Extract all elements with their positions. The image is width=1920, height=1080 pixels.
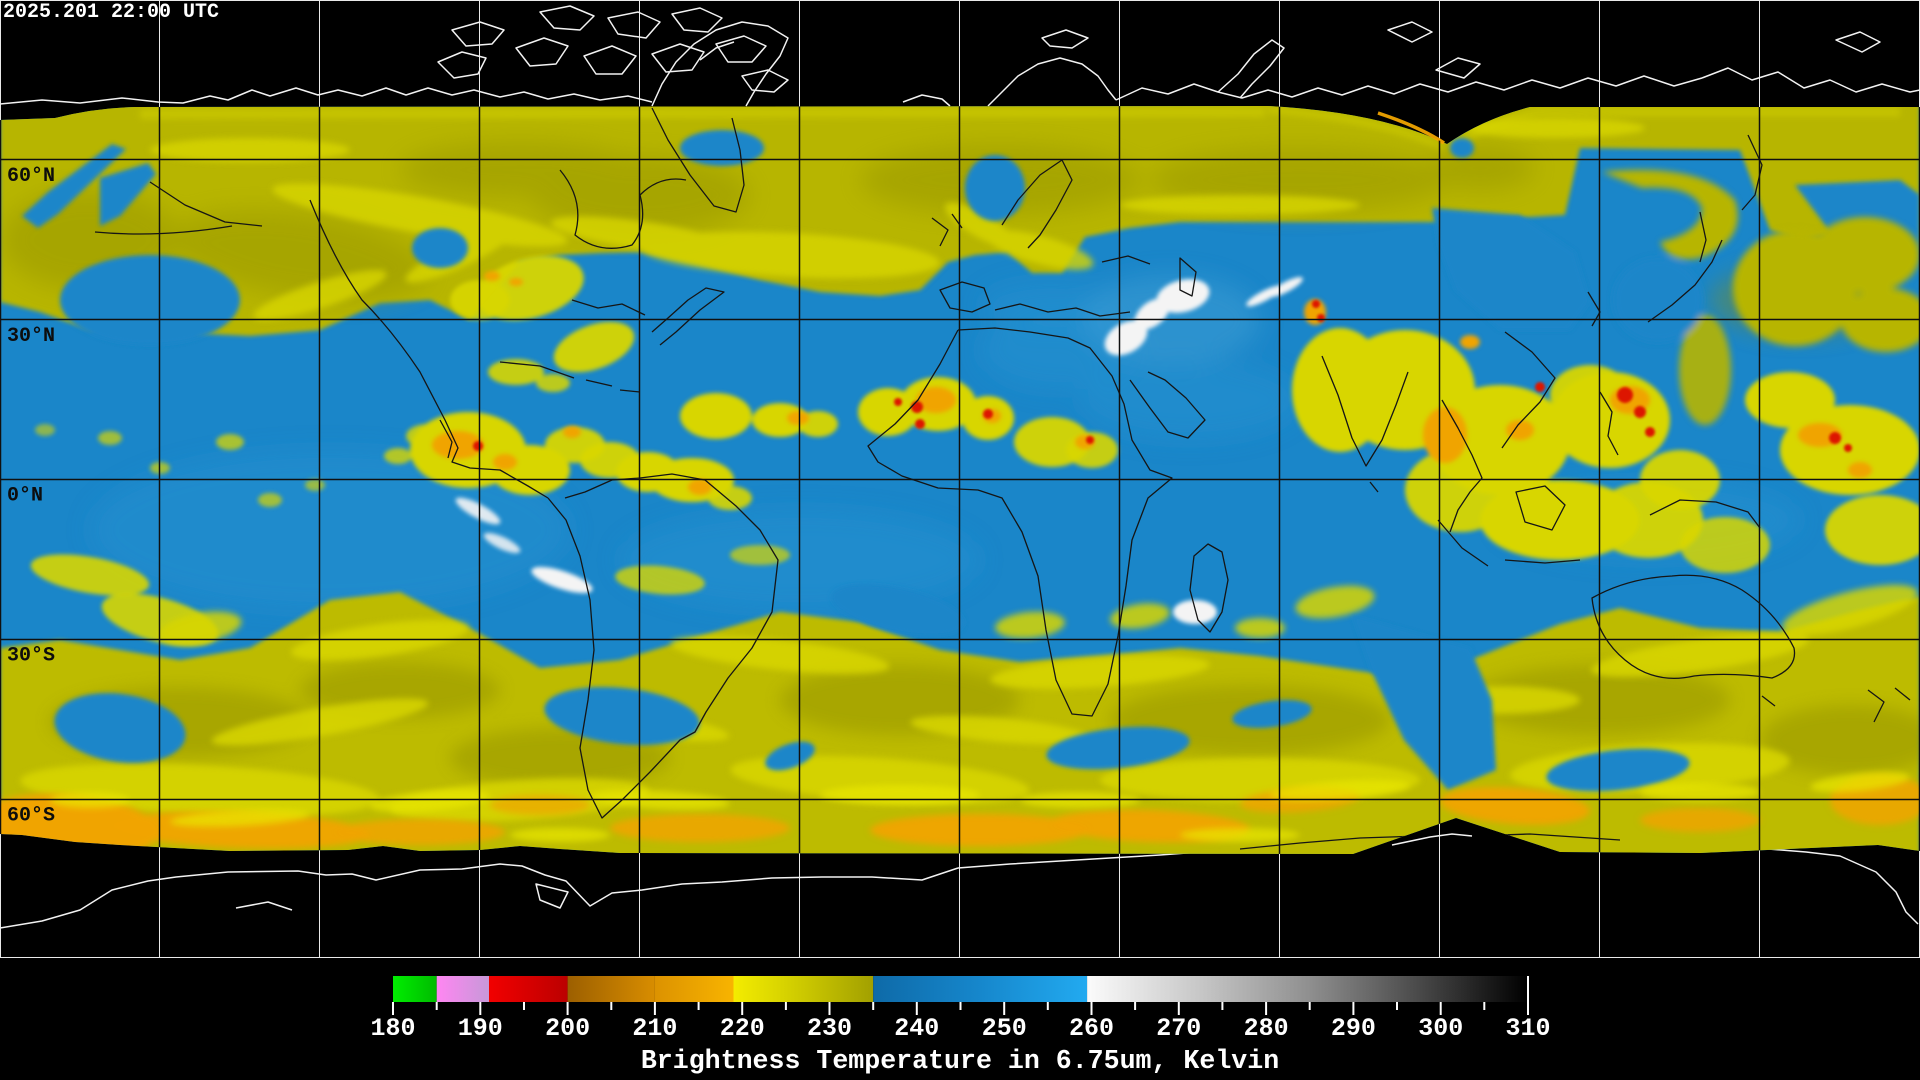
svg-text:60°N: 60°N [7, 165, 55, 188]
svg-text:180: 180 [370, 1014, 415, 1043]
svg-text:60°S: 60°S [7, 805, 55, 828]
svg-text:280: 280 [1244, 1014, 1289, 1043]
svg-text:300: 300 [1418, 1014, 1463, 1043]
svg-text:210: 210 [632, 1014, 677, 1043]
svg-text:270: 270 [1156, 1014, 1201, 1043]
svg-text:240: 240 [894, 1014, 939, 1043]
svg-text:230: 230 [807, 1014, 852, 1043]
svg-text:190: 190 [458, 1014, 503, 1043]
svg-text:250: 250 [982, 1014, 1027, 1043]
svg-text:290: 290 [1331, 1014, 1376, 1043]
svg-text:Brightness Temperature in 6.75: Brightness Temperature in 6.75um, Kelvin [641, 1046, 1279, 1076]
svg-text:30°S: 30°S [7, 645, 55, 668]
svg-text:260: 260 [1069, 1014, 1114, 1043]
svg-text:220: 220 [720, 1014, 765, 1043]
svg-text:2025.201 22:00 UTC: 2025.201 22:00 UTC [3, 1, 219, 24]
svg-text:0°N: 0°N [7, 485, 43, 508]
svg-text:30°N: 30°N [7, 325, 55, 348]
svg-text:200: 200 [545, 1014, 590, 1043]
svg-text:310: 310 [1505, 1014, 1550, 1043]
